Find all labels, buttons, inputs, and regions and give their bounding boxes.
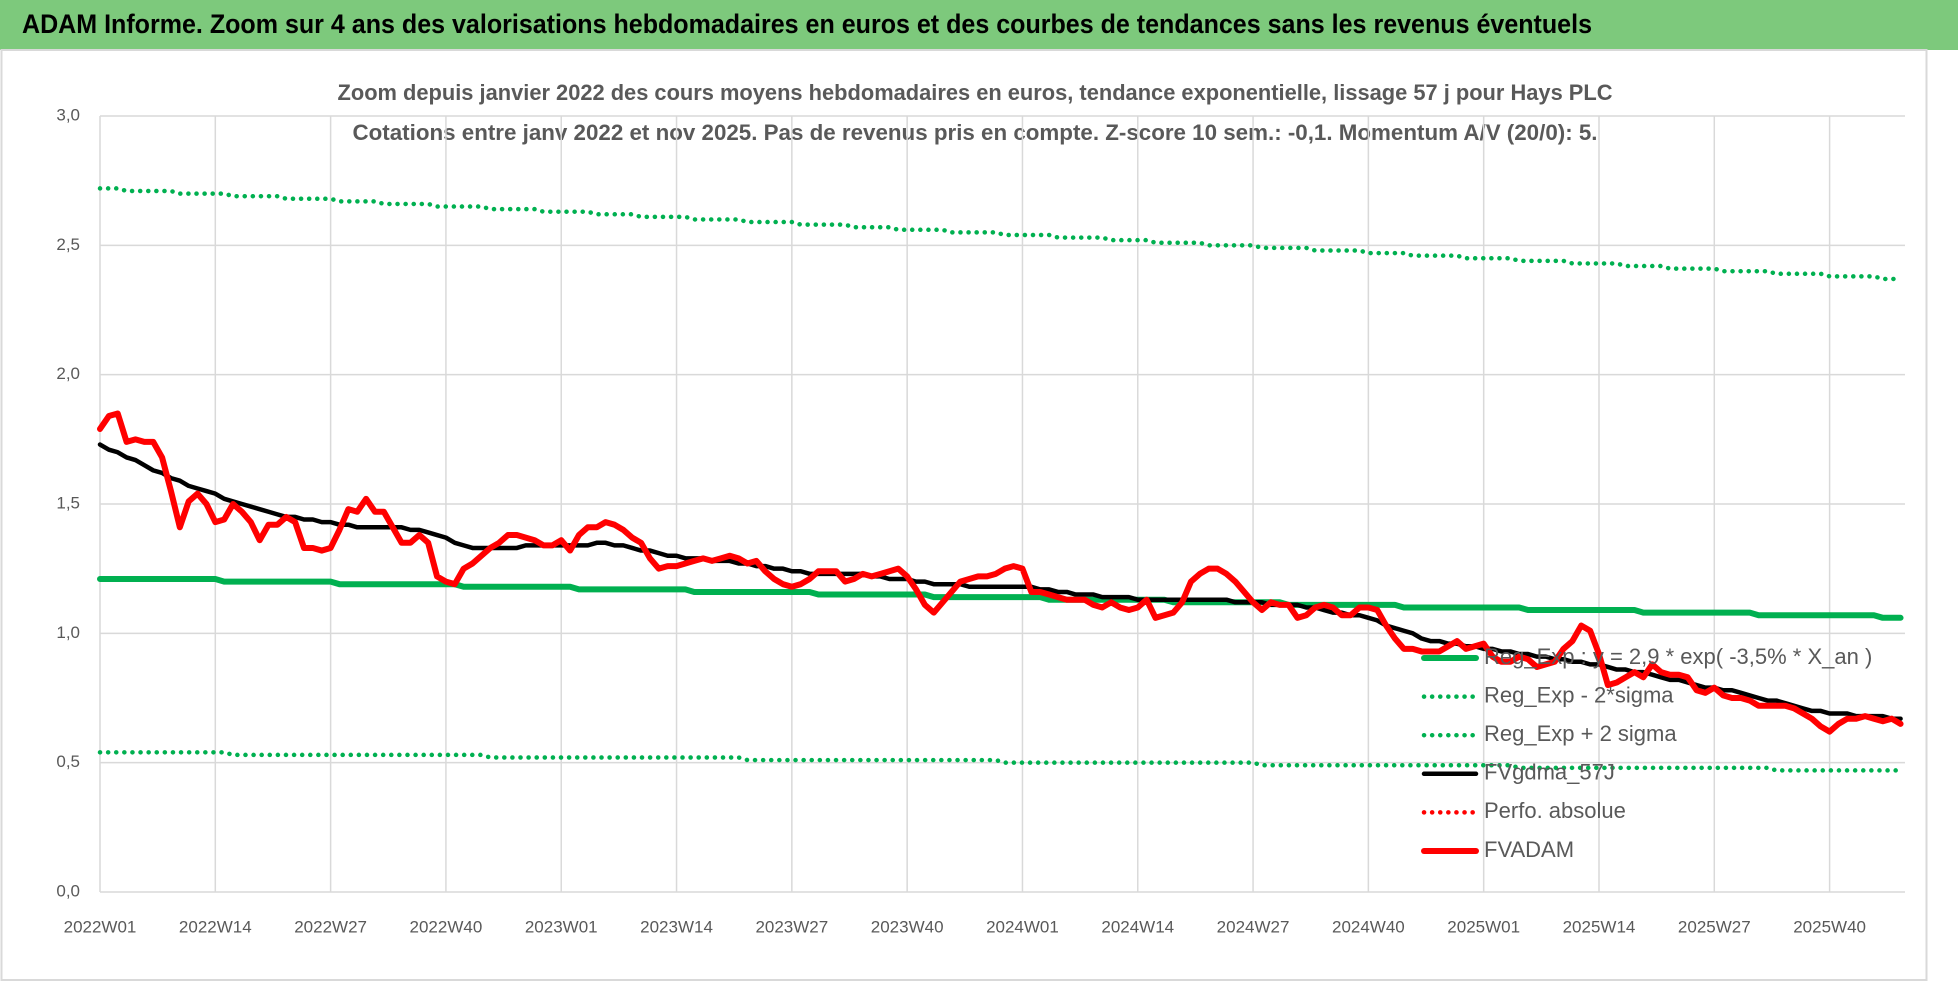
series-line [97, 186, 1903, 282]
y-tick-label: 2,0 [56, 364, 80, 383]
legend-label: Reg_Exp + 2 sigma [1484, 721, 1677, 746]
legend-label: Reg_Exp - 2*sigma [1484, 682, 1674, 707]
series-line [97, 410, 1904, 735]
x-tick-label: 2025W40 [1793, 917, 1866, 936]
x-tick-label: 2024W01 [986, 917, 1059, 936]
chart-frame [0, 49, 1928, 981]
chart-title: Zoom depuis janvier 2022 des cours moyen… [338, 80, 1613, 105]
x-tick-label: 2022W01 [64, 917, 137, 936]
series-line [97, 750, 1903, 773]
x-tick-label: 2025W27 [1678, 917, 1751, 936]
x-tick-label: 2024W27 [1217, 917, 1290, 936]
legend-label: Reg_Exp : y = 2,9 * exp( -3,5% * X_an ) [1484, 644, 1872, 669]
y-tick-label: 3,0 [56, 105, 80, 124]
x-tick-label: 2025W01 [1447, 917, 1520, 936]
x-tick-label: 2022W40 [410, 917, 483, 936]
x-tick-label: 2023W01 [525, 917, 598, 936]
x-tick-label: 2024W14 [1101, 917, 1174, 936]
banner [0, 0, 1958, 50]
legend-label: FVgdma_57J [1484, 760, 1615, 785]
right-margin [1930, 50, 1958, 984]
plot-lines [97, 186, 1904, 773]
series-line [97, 576, 1904, 621]
y-tick-label: 1,5 [56, 493, 80, 512]
y-tick-label: 1,0 [56, 623, 80, 642]
legend-label: FVADAM [1484, 837, 1574, 862]
legend: Reg_Exp : y = 2,9 * exp( -3,5% * X_an ) R… [1421, 644, 1872, 862]
y-tick-label: 0,0 [56, 881, 80, 900]
y-tick-label: 2,5 [56, 235, 80, 254]
chart-subtitle: Cotations entre janv 2022 et nov 2025. P… [353, 120, 1598, 145]
x-tick-label: 2025W14 [1563, 917, 1636, 936]
x-tick-label: 2022W27 [294, 917, 367, 936]
grid [99, 115, 1905, 893]
legend-label: Perfo. absolue [1484, 798, 1626, 823]
axis-labels: 0,0 0,5 1,0 1,5 2,0 2,5 3,0 2022W01 2022W14 2022W… [56, 105, 1866, 936]
x-tick-label: 2022W14 [179, 917, 252, 936]
banner-title: ADAM Informe. Zoom sur 4 ans des valoris… [22, 9, 1592, 39]
x-tick-label: 2023W14 [640, 917, 713, 936]
x-tick-label: 2023W27 [755, 917, 828, 936]
x-tick-label: 2024W40 [1332, 917, 1405, 936]
x-tick-label: 2023W40 [871, 917, 944, 936]
y-tick-label: 0,5 [56, 752, 80, 771]
